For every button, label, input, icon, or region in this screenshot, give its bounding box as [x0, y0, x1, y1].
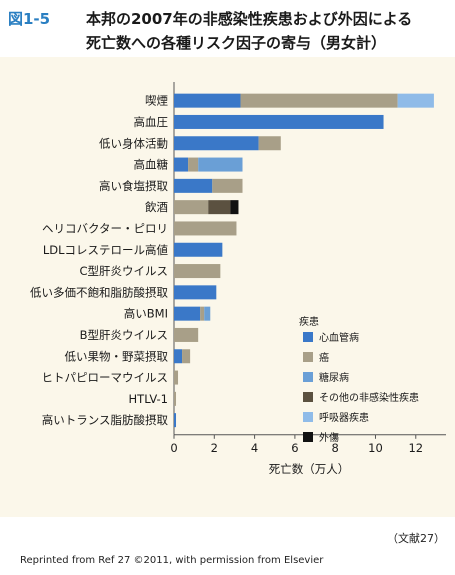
bar-segment	[174, 114, 384, 129]
legend-entry: 心血管病	[319, 331, 359, 344]
bar-segment	[174, 242, 223, 257]
category-label: 高血糖	[134, 158, 169, 172]
bar-segment	[174, 413, 177, 428]
bar-segment	[208, 200, 231, 215]
legend-swatch	[303, 432, 313, 442]
bar-segment	[174, 306, 201, 321]
bar-segment	[174, 264, 221, 279]
chart-panel: 喫煙高血圧低い身体活動高血糖高い食塩摂取飲酒ヘリコバクター・ピロリ LDLコレステ…	[0, 57, 455, 517]
category-label: ヘリコバクター・ピロリ	[42, 221, 168, 235]
bar-segment	[212, 178, 243, 193]
bar-segment	[204, 306, 211, 321]
chart-title-line-2: 死亡数への各種リスク因子の寄与（男女計）	[86, 34, 387, 52]
x-tick-label: 2	[211, 441, 218, 455]
x-tick-label: 12	[408, 441, 423, 455]
category-label: 低い果物・野菜摂取	[65, 349, 169, 363]
bar-segment	[174, 221, 237, 236]
category-label: 高い食塩摂取	[99, 179, 168, 193]
category-label: 高血圧	[134, 115, 169, 129]
bar-segment	[174, 136, 259, 151]
bar-segment	[174, 178, 213, 193]
bar-segment	[258, 136, 281, 151]
legend-swatch	[303, 332, 313, 342]
bar-segment	[200, 306, 205, 321]
credit-line: Reprinted from Ref 27 ©2011, with permis…	[20, 555, 324, 566]
legend-entry: 糖尿病	[319, 371, 349, 384]
source-reference: （文献27）	[387, 532, 445, 545]
bar-segment	[174, 157, 189, 172]
legend-entry: 癌	[319, 351, 329, 364]
legend-swatch	[303, 392, 313, 402]
bar-segment	[198, 157, 243, 172]
category-label: HTLV-1	[129, 392, 168, 406]
category-label: 低い多価不飽和脂肪酸摂取	[30, 285, 168, 299]
x-axis-title: 死亡数（万人）	[269, 462, 350, 476]
category-label: 高いBMI	[124, 307, 168, 321]
x-tick-label: 8	[332, 441, 339, 455]
category-label: 高いトランス脂肪酸摂取	[42, 413, 169, 427]
bar-segment	[397, 93, 434, 108]
bar-segment	[174, 327, 199, 342]
bar-segment	[240, 93, 398, 108]
legend-entry: 外傷	[319, 431, 339, 444]
legend-title: 疾患	[299, 315, 319, 328]
category-label: C型肝炎ウイルス	[79, 264, 168, 278]
legend-entry: その他の非感染性疾患	[319, 391, 419, 404]
bar-segment	[230, 200, 239, 215]
bar-segment	[174, 349, 183, 364]
chart-title-line-1: 本邦の2007年の非感染性疾患および外因による	[86, 10, 413, 28]
bar-segment	[174, 285, 217, 300]
bar-segment	[174, 391, 177, 406]
x-tick-label: 0	[170, 441, 177, 455]
x-tick-label: 4	[251, 441, 258, 455]
bar-segment	[174, 200, 209, 215]
bar-segment	[188, 157, 199, 172]
category-label: 飲酒	[145, 200, 168, 214]
category-label: ヒトパピローマウイルス	[42, 371, 169, 385]
category-label: LDLコレステロール高値	[43, 243, 169, 257]
figure-label: 図1-5	[8, 10, 51, 28]
category-label: 喫煙	[145, 94, 168, 108]
legend-swatch	[303, 352, 313, 362]
bar-segment	[174, 93, 241, 108]
category-label: B型肝炎ウイルス	[80, 328, 168, 342]
bar-segment	[174, 370, 179, 385]
legend-swatch	[303, 412, 313, 422]
x-tick-label: 6	[291, 441, 298, 455]
legend-swatch	[303, 372, 313, 382]
category-label: 低い身体活動	[99, 136, 168, 150]
legend-entry: 呼吸器疾患	[319, 411, 369, 424]
x-tick-label: 10	[368, 441, 383, 455]
bar-segment	[182, 349, 191, 364]
